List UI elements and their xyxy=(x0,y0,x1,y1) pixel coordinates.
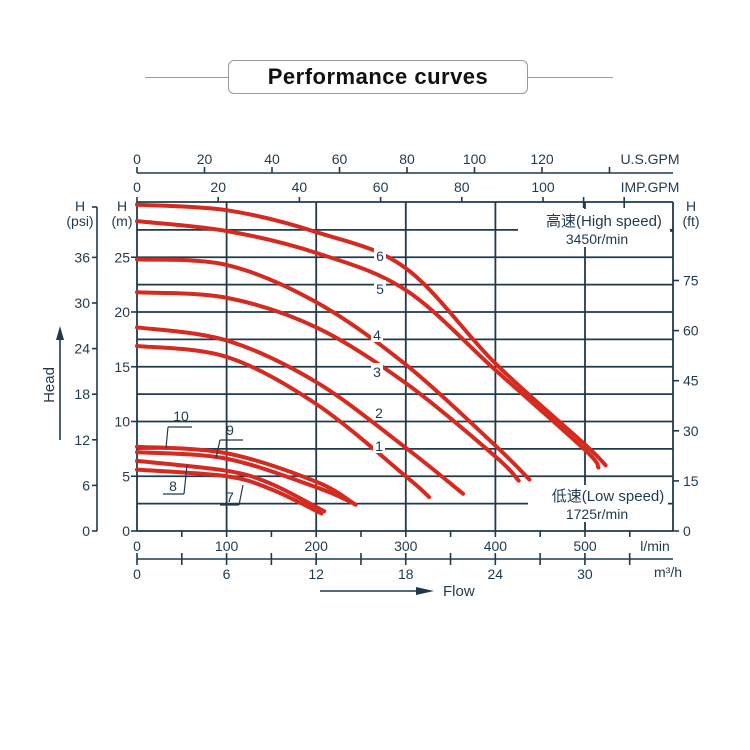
us-gpm-tick-label: 80 xyxy=(399,151,415,167)
x-tick-label: 200 xyxy=(305,538,329,554)
m3h-unit-label: m³/h xyxy=(654,564,682,580)
us-gpm-tick-label: 0 xyxy=(133,151,141,167)
curve-5 xyxy=(135,219,601,470)
y-tick-label: 25 xyxy=(114,249,130,265)
curve-leader-line xyxy=(165,426,169,449)
high-speed-rpm-label: 3450r/min xyxy=(566,231,628,247)
title-rule-right xyxy=(528,77,613,78)
curve-label-bg xyxy=(373,437,385,453)
curve-3 xyxy=(135,290,521,483)
y-tick-label: 10 xyxy=(114,414,130,430)
curve-label-bg xyxy=(374,280,386,296)
curve-2 xyxy=(135,325,466,496)
flow-axis-title: Flow xyxy=(443,583,475,600)
x-tick-label: 400 xyxy=(484,538,508,554)
y-tick-label: 5 xyxy=(122,468,130,484)
curve-label-9: 9 xyxy=(226,422,234,438)
ft-tick-label: 45 xyxy=(683,373,699,389)
us-gpm-tick-label: 60 xyxy=(332,151,348,167)
curve-4 xyxy=(135,257,532,482)
curve-label-8: 8 xyxy=(169,478,177,494)
y-tick-label: 15 xyxy=(114,359,130,375)
imp-gpm-tick-label: 40 xyxy=(292,179,308,195)
ft-unit-label: H xyxy=(686,198,696,214)
m3h-tick-label: 0 xyxy=(133,566,141,582)
imp-gpm-tick-label: 0 xyxy=(133,179,141,195)
us-gpm-tick-label: 100 xyxy=(463,151,487,167)
curve-6 xyxy=(135,202,608,468)
curve-7 xyxy=(135,467,324,516)
imp-gpm-tick-label: 60 xyxy=(373,179,389,195)
imp-gpm-tick-label: 100 xyxy=(531,179,555,195)
us-gpm-tick-label: 20 xyxy=(197,151,213,167)
psi-unit-label: (psi) xyxy=(66,213,93,229)
low-speed-label: 低速(Low speed) xyxy=(552,488,665,505)
curve-label-bg xyxy=(371,363,383,379)
y-tick-label: 0 xyxy=(122,523,130,539)
y-unit-label: (m) xyxy=(112,213,133,229)
curve-label-bg xyxy=(371,326,383,342)
m3h-tick-label: 6 xyxy=(223,566,231,582)
m3h-tick-label: 12 xyxy=(308,566,324,582)
curve-9 xyxy=(135,450,355,505)
curve-leader-line xyxy=(215,439,221,459)
imp-gpm-tick-label: 80 xyxy=(454,179,470,195)
head-axis-title: Head xyxy=(41,367,58,403)
m3h-tick-label: 30 xyxy=(577,566,593,582)
flow-arrow-icon xyxy=(416,587,434,595)
x-tick-label: 0 xyxy=(133,538,141,554)
curve-label-5: 5 xyxy=(376,281,384,297)
curve-leader-line xyxy=(238,484,244,506)
curve-label-2: 2 xyxy=(375,405,383,421)
ft-tick-label: 75 xyxy=(683,273,699,289)
x-tick-label: 500 xyxy=(573,538,597,554)
psi-tick-label: 12 xyxy=(74,432,90,448)
curve-label-bg xyxy=(374,247,386,263)
high-speed-label-bg xyxy=(518,209,670,247)
curve-label-4: 4 xyxy=(373,327,381,343)
curve-label-6: 6 xyxy=(376,248,384,264)
y-unit-label: H xyxy=(117,198,127,214)
low-speed-label-bg xyxy=(528,485,668,522)
psi-tick-label: 30 xyxy=(74,295,90,311)
psi-tick-label: 36 xyxy=(74,249,90,265)
us-gpm-tick-label: 40 xyxy=(264,151,280,167)
curve-label-7: 7 xyxy=(226,489,234,505)
curve-label-bg xyxy=(373,404,385,420)
y-tick-label: 20 xyxy=(114,304,130,320)
imp-gpm-label: IMP.GPM xyxy=(621,179,680,195)
low-speed-rpm-label: 1725r/min xyxy=(566,506,628,522)
imp-gpm-tick-label: 20 xyxy=(210,179,226,195)
ft-tick-label: 60 xyxy=(683,323,699,339)
curve-leader-line xyxy=(183,464,188,495)
curve-1 xyxy=(135,343,432,500)
ft-unit-label: (ft) xyxy=(682,213,699,229)
curve-label-3: 3 xyxy=(373,364,381,380)
ft-tick-label: 30 xyxy=(683,423,699,439)
ft-tick-label: 0 xyxy=(683,523,691,539)
psi-tick-label: 0 xyxy=(82,523,90,539)
title-rule-left xyxy=(145,77,228,78)
high-speed-label: 高速(High speed) xyxy=(546,213,662,230)
curve-label-10: 10 xyxy=(173,408,189,424)
head-arrow-icon xyxy=(56,326,64,340)
us-gpm-tick-label: 120 xyxy=(530,151,554,167)
m3h-tick-label: 24 xyxy=(488,566,504,582)
curve-10 xyxy=(135,444,358,507)
x-unit-label: l/min xyxy=(640,538,670,554)
psi-tick-label: 6 xyxy=(82,477,90,493)
x-tick-label: 300 xyxy=(394,538,418,554)
ft-tick-label: 15 xyxy=(683,473,699,489)
psi-tick-label: 24 xyxy=(74,341,90,357)
us-gpm-label: U.S.GPM xyxy=(620,151,679,167)
psi-tick-label: 18 xyxy=(74,386,90,402)
curve-8 xyxy=(135,458,327,514)
m3h-tick-label: 18 xyxy=(398,566,414,582)
curve-label-1: 1 xyxy=(375,438,383,454)
x-tick-label: 100 xyxy=(215,538,239,554)
chart-title: Performance curves xyxy=(228,60,528,94)
psi-unit-label: H xyxy=(75,198,85,214)
